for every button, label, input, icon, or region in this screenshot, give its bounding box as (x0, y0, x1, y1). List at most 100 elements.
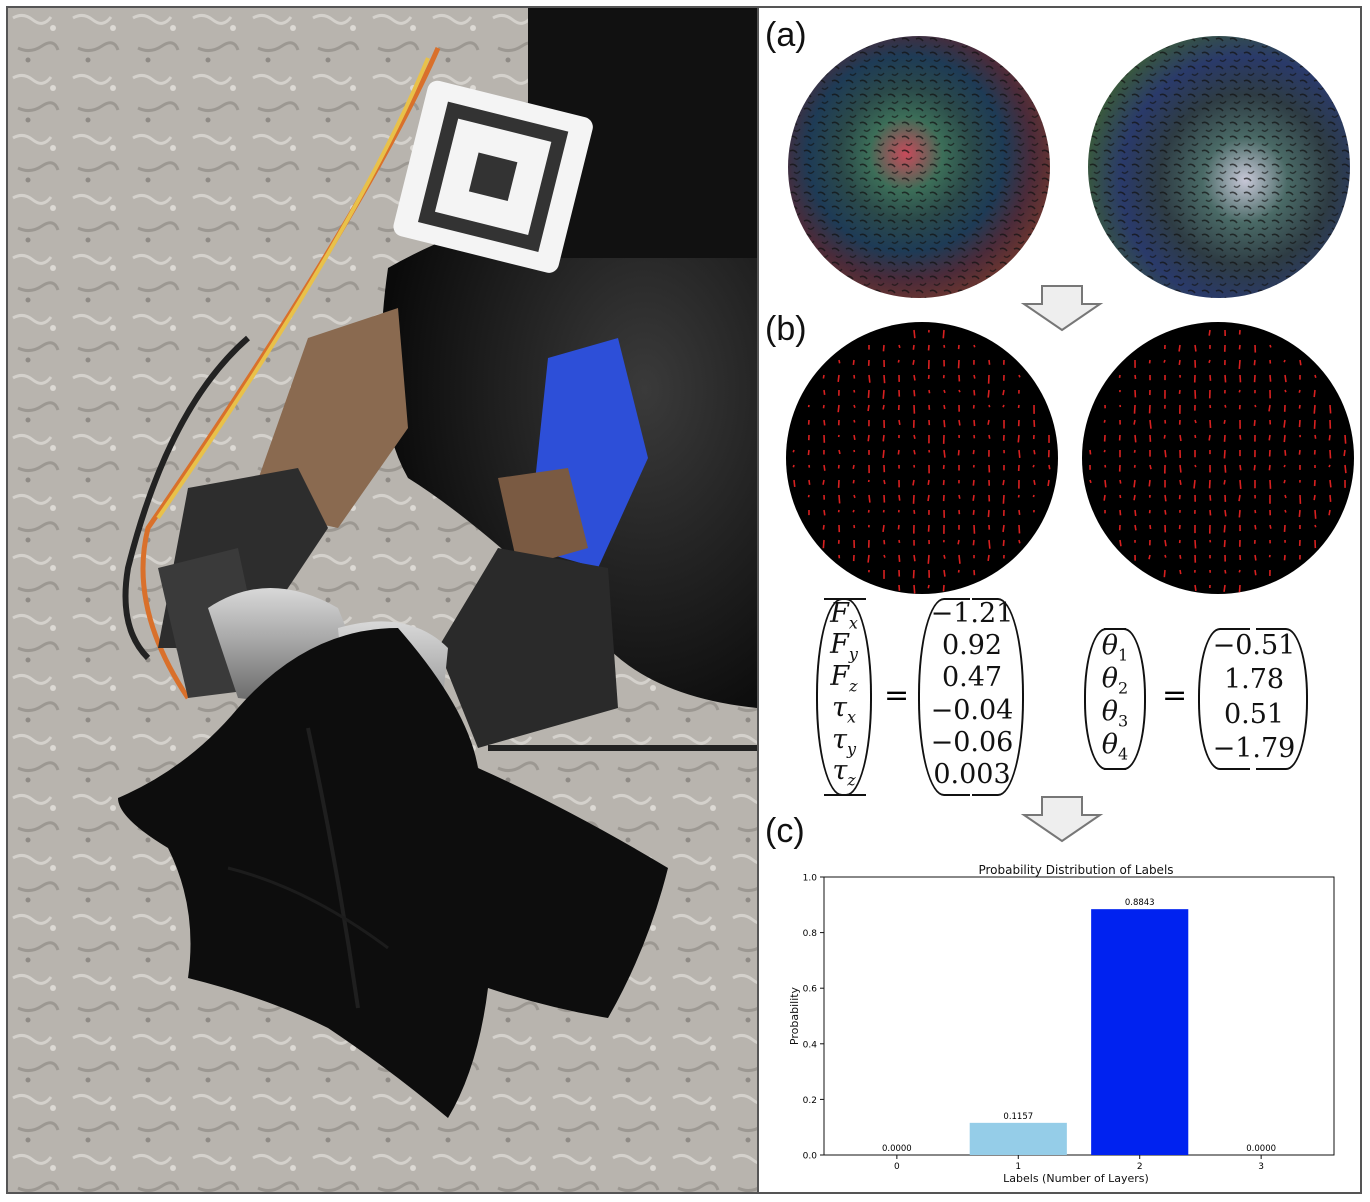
displacement-vector (853, 434, 856, 441)
displacement-vector (927, 584, 930, 589)
displacement-vector (897, 524, 900, 530)
displacement-vector (868, 374, 871, 383)
displacement-vector (1238, 359, 1241, 369)
y-tick-label: 1.0 (803, 874, 818, 884)
displacement-vector (1047, 479, 1050, 487)
displacement-vector (793, 479, 796, 488)
displacement-vector (913, 389, 916, 397)
displacement-vector (1299, 359, 1302, 366)
displacement-vector (1224, 404, 1227, 408)
displacement-vector (1314, 509, 1317, 519)
y-tick-label: 0.6 (803, 985, 818, 995)
displacement-vector (1223, 419, 1226, 424)
displacement-vector (1163, 569, 1166, 578)
displacement-vector (973, 374, 976, 379)
displacement-vector (1329, 479, 1332, 488)
displacement-vector (822, 539, 825, 549)
displacement-vector (1164, 494, 1167, 502)
displacement-vector (853, 419, 856, 423)
displacement-vector (1344, 464, 1347, 474)
displacement-vector (1269, 344, 1272, 348)
displacement-vector (897, 449, 900, 455)
tactile-image-left (788, 36, 1050, 298)
displacement-vector (1298, 449, 1301, 455)
displacement-vector (1002, 404, 1005, 408)
panel-label-a: (a) (765, 16, 807, 54)
displacement-vector (1254, 554, 1257, 561)
right-paren (1256, 628, 1308, 770)
displacement-vector (1253, 419, 1256, 427)
down-arrow-icon (1020, 796, 1104, 843)
force-torque-values: −1.21 0.92 0.47 −0.04 −0.06 0.003 (916, 596, 1028, 796)
equals-sign: = (884, 678, 910, 713)
displacement-vector (958, 554, 961, 564)
theta1-value: −0.51 (1212, 630, 1296, 661)
displacement-vector (792, 464, 795, 468)
displacement-vector (1033, 479, 1036, 486)
displacement-vector (823, 509, 826, 516)
displacement-vector (792, 449, 795, 453)
displacement-vector (1103, 494, 1106, 501)
displacement-vector (1283, 359, 1286, 363)
displacement-vector (1119, 539, 1122, 547)
right-paren (1104, 628, 1146, 770)
displacement-vector (1223, 479, 1226, 485)
displacement-vector (867, 554, 870, 563)
displacement-vector (823, 464, 826, 471)
displacement-vector (1163, 434, 1166, 439)
displacement-vector (972, 479, 975, 486)
panel-label-c: (c) (765, 812, 805, 850)
displacement-vector (1284, 494, 1287, 499)
displacement-vector (957, 449, 960, 456)
displacement-vector (972, 509, 975, 516)
displacement-vector (822, 524, 825, 530)
joint-angle-equation: θ1 θ2 θ3 θ4 (1082, 626, 1152, 770)
displacement-vector (1298, 389, 1301, 393)
displacement-vector (1313, 389, 1316, 398)
displacement-vector (852, 479, 855, 484)
displacement-vector (1298, 404, 1301, 409)
displacement-vector (1179, 554, 1182, 559)
displacement-vector (1238, 584, 1241, 594)
displacement-vector (913, 509, 916, 514)
down-arrow-icon (1020, 285, 1104, 332)
displacement-vector (882, 449, 885, 459)
displacement-vector (988, 359, 991, 365)
displacement-vector (1208, 329, 1211, 336)
displacement-vector (1178, 359, 1181, 366)
left-paren (918, 598, 970, 796)
displacement-vector (808, 479, 811, 485)
displacement-vector (823, 419, 826, 426)
displacement-vector (1103, 449, 1106, 453)
ty-value: −0.06 (930, 726, 1014, 758)
displacement-vector (1133, 419, 1136, 425)
displacement-vector (987, 554, 990, 562)
displacement-vector (1134, 434, 1137, 443)
probability-bar-chart: Probability Distribution of Labels Proba… (788, 863, 1335, 1185)
x-tick-label: 1 (1015, 1162, 1021, 1172)
displacement-vector (1314, 524, 1317, 528)
displacement-vector (1089, 479, 1092, 484)
displacement-vector (1238, 509, 1241, 518)
displacement-vector (1223, 584, 1226, 592)
displacement-vector (1103, 419, 1106, 423)
displacement-vector (1194, 464, 1197, 468)
displacement-vector (958, 419, 961, 426)
displacement-vector (1253, 359, 1256, 366)
displacement-vector (1224, 374, 1227, 383)
tactile-image-right (1088, 36, 1350, 298)
displacement-vector (1002, 389, 1005, 396)
displacement-vector (1328, 509, 1331, 516)
equals-sign: = (1162, 678, 1188, 713)
panel-divider (757, 8, 759, 1192)
displacement-vector (1148, 554, 1151, 560)
displacement-vector (1018, 449, 1021, 458)
x-tick-label: 0 (894, 1162, 900, 1172)
x-tick-label: 2 (1137, 1162, 1143, 1172)
displacement-vector (1328, 464, 1331, 468)
displacement-vector (852, 509, 855, 513)
bar-2 (1091, 909, 1189, 1155)
displacement-vector (927, 479, 930, 486)
displacement-vector (1194, 419, 1197, 424)
displacement-vector (1284, 449, 1287, 456)
